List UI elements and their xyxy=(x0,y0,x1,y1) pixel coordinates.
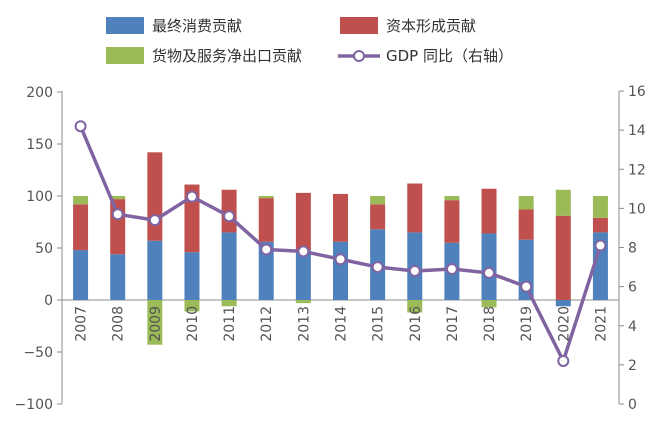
bar-segment xyxy=(444,200,460,243)
bar-segment xyxy=(73,204,89,251)
bar-segment xyxy=(444,196,460,201)
bar-segment xyxy=(184,300,200,312)
right-tick-label: 12 xyxy=(628,162,646,178)
bar-segment xyxy=(110,254,126,300)
right-tick-label: 14 xyxy=(628,123,646,139)
bar-segment xyxy=(555,300,571,307)
legend-label: GDP 同比（右轴） xyxy=(386,47,513,65)
legend-swatch xyxy=(106,47,144,64)
bar-segment xyxy=(147,152,163,241)
bar-segment xyxy=(147,300,163,345)
x-tick-label: 2015 xyxy=(371,306,387,342)
right-tick-label: 4 xyxy=(628,319,637,335)
bar-segment xyxy=(295,300,311,304)
legend-label: 货物及服务净出口贡献 xyxy=(152,47,302,65)
left-tick-label: −100 xyxy=(15,397,53,413)
bar-segment xyxy=(110,199,126,255)
bar-segment xyxy=(73,196,89,205)
gdp-point xyxy=(334,253,347,266)
x-tick-label: 2018 xyxy=(482,306,498,342)
bar-segment xyxy=(147,240,163,300)
gdp-point xyxy=(74,120,87,133)
gdp-point xyxy=(594,239,607,252)
bar-segment xyxy=(184,184,200,253)
gdp-point xyxy=(223,210,236,223)
right-tick-label: 8 xyxy=(628,241,637,257)
legend-label: 最终消费贡献 xyxy=(152,17,242,35)
bar-segment xyxy=(333,241,348,300)
x-tick-label: 2009 xyxy=(148,306,164,342)
gdp-point xyxy=(371,261,384,274)
left-tick-label: 150 xyxy=(26,137,53,153)
gdp-point xyxy=(111,208,124,221)
gdp-point xyxy=(520,280,533,293)
right-tick-label: 16 xyxy=(628,84,646,100)
legend-swatch-marker xyxy=(353,50,365,62)
bar-segment xyxy=(592,217,608,233)
x-tick-label: 2016 xyxy=(408,306,424,342)
axes: 200 150 100 50 0 −50 −100 16 14 12 10 8 6 4 2 0 xyxy=(15,84,646,413)
bar-segment xyxy=(518,209,534,240)
bar-segment xyxy=(481,300,497,308)
x-tick-label: 2013 xyxy=(296,306,312,342)
left-tick-label: −50 xyxy=(23,345,53,361)
bar-segment xyxy=(184,252,200,300)
right-tick-label: 2 xyxy=(628,358,637,374)
x-tick-label: 2008 xyxy=(111,306,127,342)
bar-segment xyxy=(258,196,274,199)
bar-segment xyxy=(592,196,608,218)
bar-segment xyxy=(221,232,237,300)
x-tick-label: 2010 xyxy=(185,306,201,342)
left-tick-label: 200 xyxy=(26,85,53,101)
bar-segment xyxy=(73,250,89,300)
left-tick-label: 50 xyxy=(35,241,53,257)
legend-swatch xyxy=(340,17,378,34)
bar-segment xyxy=(258,198,274,242)
gdp-point xyxy=(557,354,570,367)
gdp-point xyxy=(260,243,273,256)
bar-segment xyxy=(295,192,311,251)
legend-label: 资本形成贡献 xyxy=(386,17,476,35)
right-tick-label: 6 xyxy=(628,280,637,296)
left-tick-label: 0 xyxy=(44,293,53,309)
x-tick-label: 2007 xyxy=(74,306,90,342)
bar-segment xyxy=(481,233,497,300)
x-tick-label: 2021 xyxy=(593,306,609,342)
gdp-point xyxy=(148,214,161,227)
bar-segment xyxy=(370,196,386,205)
left-tick-label: 100 xyxy=(26,189,53,205)
legend-swatch xyxy=(106,17,144,34)
bar-segment xyxy=(407,300,423,313)
bar-segment xyxy=(258,241,274,300)
x-tick-label: 2012 xyxy=(259,306,275,342)
x-tick-label: 2014 xyxy=(334,306,350,342)
bar-segment xyxy=(518,196,534,210)
x-tick-label: 2019 xyxy=(519,306,535,342)
gdp-line-layer xyxy=(74,120,607,367)
bar-segment xyxy=(110,196,126,200)
gdp-point xyxy=(185,190,198,203)
gdp-point xyxy=(445,263,458,276)
x-tick-label: 2020 xyxy=(556,306,572,342)
gdp-point xyxy=(408,264,421,277)
bar-segment xyxy=(370,204,386,230)
bar-segment xyxy=(407,183,423,233)
x-tick-label: 2011 xyxy=(222,306,238,342)
bar-segment xyxy=(481,188,497,234)
right-tick-label: 0 xyxy=(628,397,637,413)
x-tick-label: 2017 xyxy=(445,306,461,342)
bar-segment xyxy=(555,215,571,300)
gdp-point xyxy=(297,245,310,258)
gdp-point xyxy=(483,266,496,279)
x-tick-labels: 2007 2008 2009 2010 2011 2012 2013 2014 2015 2016… xyxy=(74,306,610,342)
bar-segment xyxy=(555,189,571,216)
right-tick-label: 10 xyxy=(628,201,646,217)
bar-segment xyxy=(221,300,237,307)
bar-segment xyxy=(295,250,311,300)
bar-segment xyxy=(333,193,348,242)
